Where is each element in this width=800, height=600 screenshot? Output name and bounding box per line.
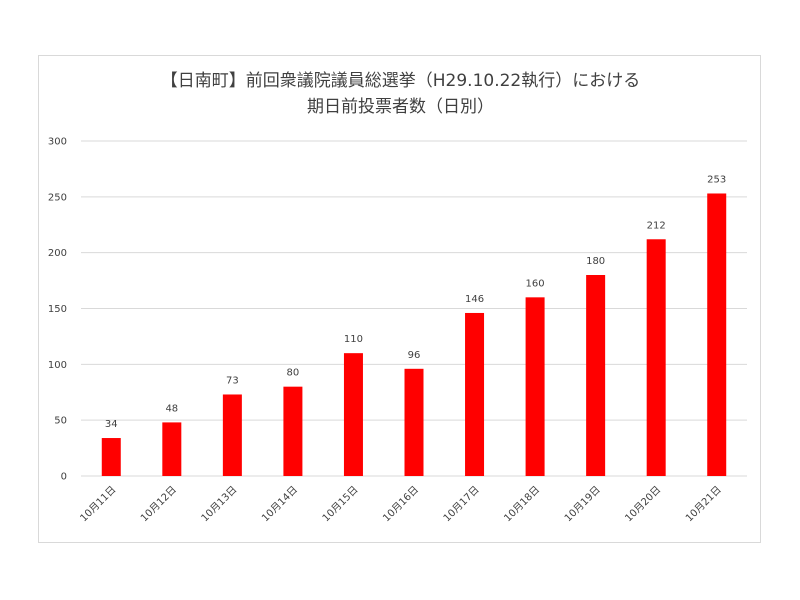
- bar-7: [465, 312, 485, 476]
- chart-frame: 【日南町】前回衆議院議員総選挙（H29.10.22執行）における 期日前投票者数…: [38, 55, 761, 543]
- bar-9: [586, 275, 606, 476]
- bar-11: [707, 193, 727, 476]
- data-label: 110: [344, 334, 363, 345]
- x-category-label: 10月11日: [78, 484, 119, 525]
- chart-title-line-1: 【日南町】前回衆議院議員総選挙（H29.10.22執行）における: [160, 71, 641, 91]
- y-tick-label: 200: [48, 248, 67, 259]
- data-label: 180: [586, 256, 605, 267]
- data-label: 212: [647, 220, 666, 231]
- data-label: 253: [707, 174, 726, 185]
- bar-5: [343, 353, 363, 476]
- data-label: 73: [226, 375, 239, 386]
- bar-1: [101, 438, 121, 476]
- x-category-label: 10月19日: [562, 484, 603, 525]
- bar-2: [162, 422, 182, 476]
- x-category-label: 10月14日: [259, 484, 300, 525]
- bar-3: [222, 394, 242, 476]
- chart-title-line-2: 期日前投票者数（日別）: [307, 97, 494, 117]
- x-category-label: 10月12日: [138, 484, 179, 525]
- bar-chart-plot: 0 50 100 150 200 250 300 34 10月11日 48 10月12日 73 10月1…: [48, 137, 747, 525]
- y-tick-label: 100: [48, 360, 67, 371]
- x-category-label: 10月17日: [441, 484, 482, 525]
- bar-4: [283, 386, 303, 476]
- x-category-label: 10月13日: [199, 484, 240, 525]
- y-tick-label: 300: [48, 137, 67, 148]
- bar-8: [525, 297, 545, 476]
- y-tick-label: 50: [54, 416, 67, 427]
- x-category-label: 10月16日: [380, 484, 421, 525]
- x-category-label: 10月21日: [683, 484, 724, 525]
- data-label: 80: [287, 368, 300, 379]
- bar-6: [404, 368, 424, 476]
- bar-10: [646, 239, 666, 476]
- y-tick-label: 250: [48, 192, 67, 203]
- data-label: 48: [165, 403, 178, 414]
- data-label: 96: [408, 350, 421, 361]
- data-label: 146: [465, 294, 484, 305]
- x-category-label: 10月20日: [623, 484, 664, 525]
- y-tick-label: 0: [61, 472, 67, 483]
- x-category-label: 10月18日: [502, 484, 543, 525]
- x-category-label: 10月15日: [320, 484, 361, 525]
- chart-title: 【日南町】前回衆議院議員総選挙（H29.10.22執行）における 期日前投票者数…: [39, 68, 762, 120]
- data-label: 34: [105, 419, 118, 430]
- y-tick-label: 150: [48, 304, 67, 315]
- data-label: 160: [526, 278, 545, 289]
